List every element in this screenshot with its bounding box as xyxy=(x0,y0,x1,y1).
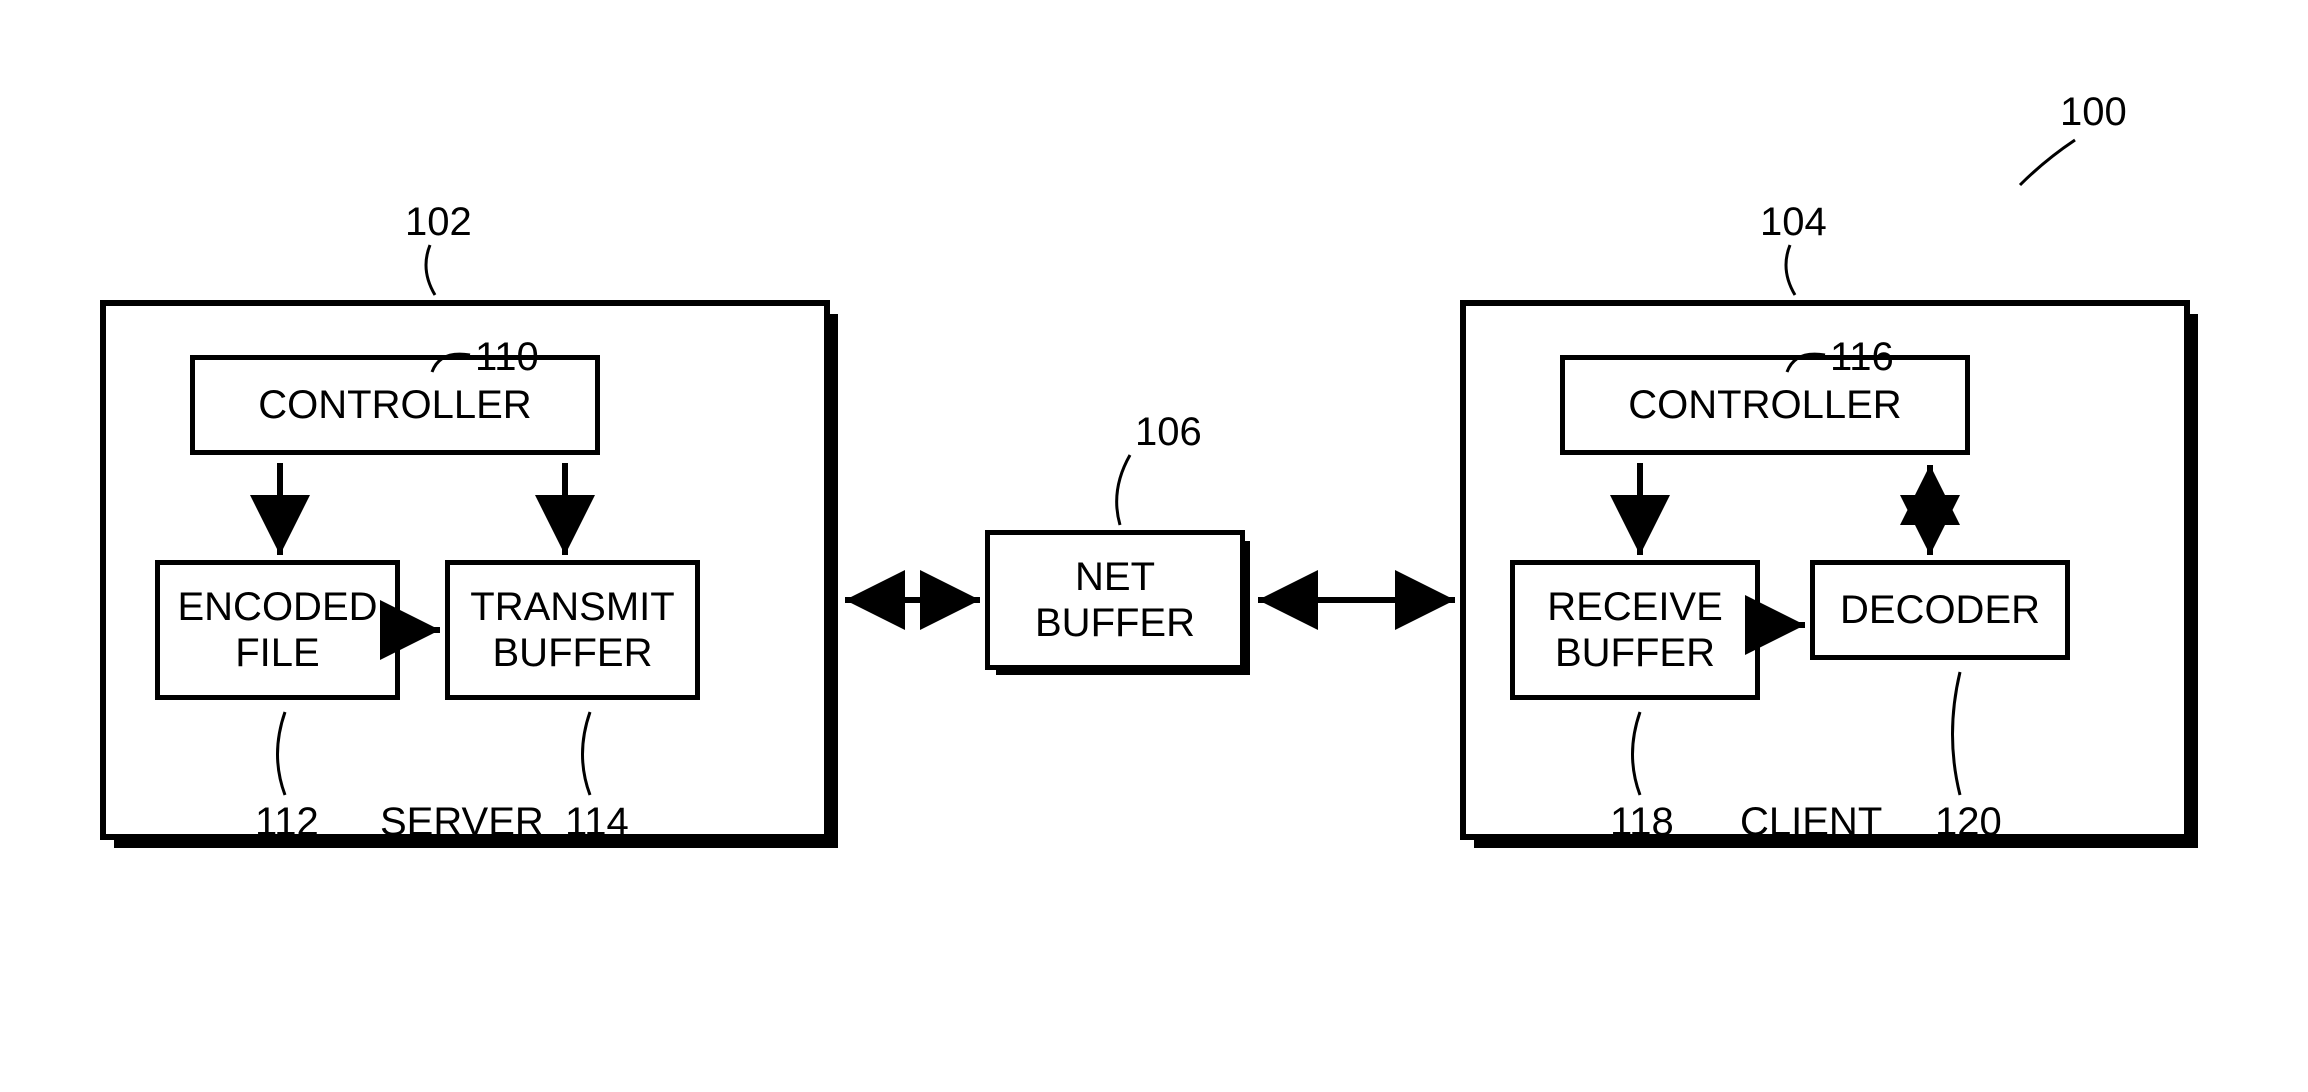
block-diagram: CONTROLLER ENCODED FILE TRANSMIT BUFFER … xyxy=(0,0,2308,1092)
ref-104: 104 xyxy=(1760,200,1827,245)
decoder-box: DECODER xyxy=(1810,560,2070,660)
ref-100: 100 xyxy=(2060,90,2127,135)
encoded-file-label: ENCODED FILE xyxy=(177,584,377,676)
ref-114: 114 xyxy=(565,800,629,845)
encoded-file-box: ENCODED FILE xyxy=(155,560,400,700)
ref-120: 120 xyxy=(1935,800,2002,845)
net-buffer-box: NET BUFFER xyxy=(985,530,1245,670)
receive-buffer-box: RECEIVE BUFFER xyxy=(1510,560,1760,700)
ref-118: 118 xyxy=(1610,800,1674,845)
ref-112: 112 xyxy=(255,800,319,845)
transmit-buffer-label: TRANSMIT BUFFER xyxy=(470,584,674,676)
decoder-label: DECODER xyxy=(1840,587,2040,633)
server-controller-label: CONTROLLER xyxy=(258,382,531,428)
receive-buffer-label: RECEIVE BUFFER xyxy=(1547,584,1723,676)
client-caption: CLIENT xyxy=(1740,800,1882,845)
ref-102: 102 xyxy=(405,200,472,245)
server-caption: SERVER xyxy=(380,800,544,845)
ref-110: 110 xyxy=(475,335,539,380)
transmit-buffer-box: TRANSMIT BUFFER xyxy=(445,560,700,700)
ref-106: 106 xyxy=(1135,410,1202,455)
client-controller-box: CONTROLLER xyxy=(1560,355,1970,455)
client-controller-label: CONTROLLER xyxy=(1628,382,1901,428)
net-buffer-label: NET BUFFER xyxy=(1035,554,1195,646)
ref-116: 116 xyxy=(1830,335,1894,380)
